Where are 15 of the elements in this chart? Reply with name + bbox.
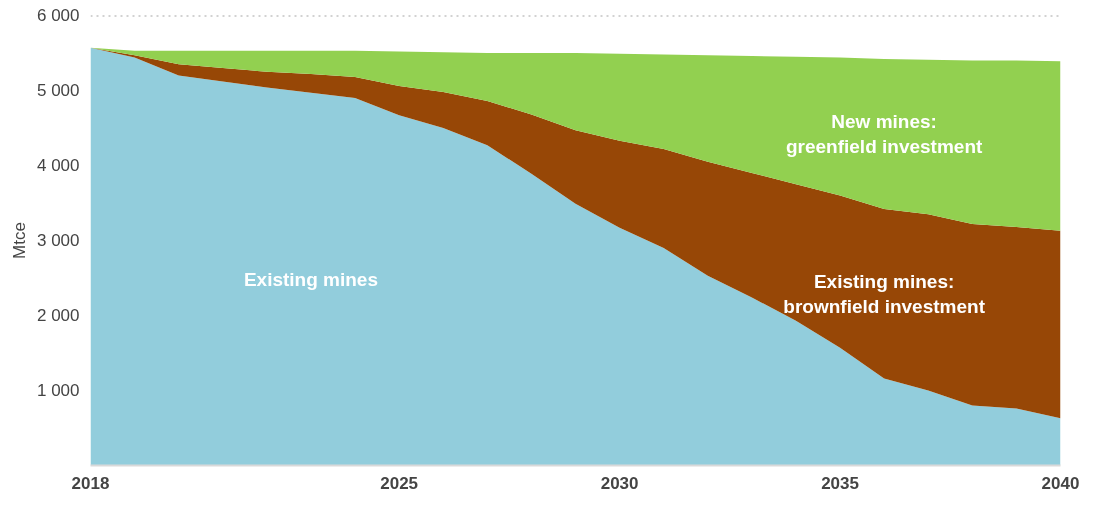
x-tick-label: 2018 <box>71 473 110 493</box>
series-label: Existing mines <box>243 268 379 290</box>
y-tick-label: 5 000 <box>36 81 80 100</box>
series-label: New mines: greenfield investment <box>785 110 983 158</box>
y-tick-label: 2 000 <box>36 306 80 325</box>
series-label: Existing mines: brownfield investment <box>783 270 986 317</box>
x-tick-label: 2030 <box>600 473 639 493</box>
y-tick-label: 6 000 <box>36 6 80 25</box>
x-tick-label: 2035 <box>821 473 859 493</box>
x-tick-label: 2025 <box>380 473 419 493</box>
y-tick-label: 1 000 <box>36 381 80 400</box>
y-tick-label: 3 000 <box>36 231 80 250</box>
x-tick-label: 2040 <box>1041 473 1080 493</box>
y-tick-label: 4 000 <box>36 156 80 175</box>
y-axis-title: Mtce <box>9 222 29 259</box>
